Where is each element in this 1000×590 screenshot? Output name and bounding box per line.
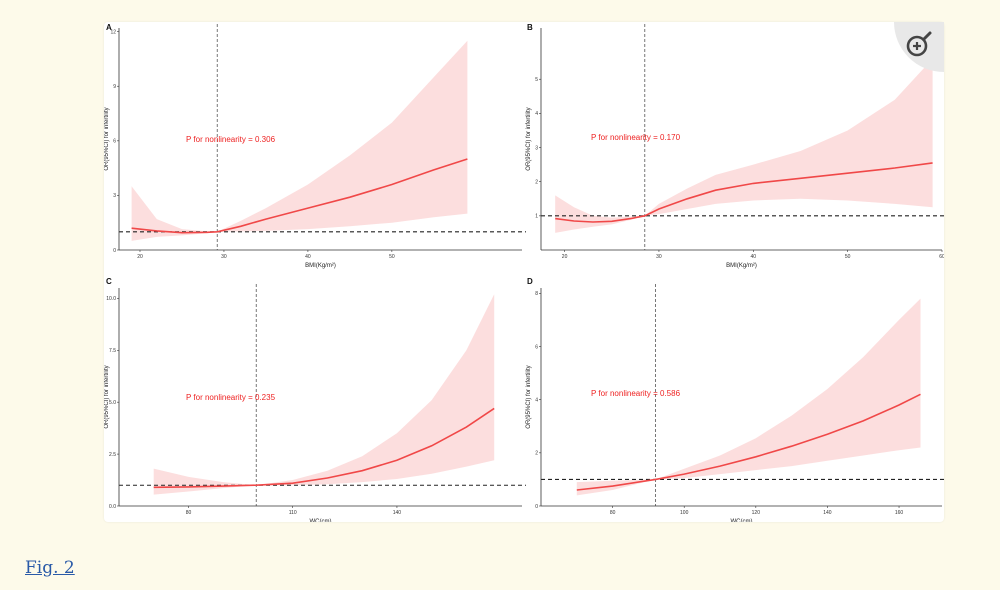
y-tick-label: 10.0 (106, 296, 116, 302)
x-tick-label: 160 (895, 510, 904, 516)
x-tick-label: 30 (656, 254, 662, 260)
figure-image: 20 30 40 50 0 3 6 9 12 BMI(Kg/m²) OR(95%CI) for in… (104, 22, 944, 522)
y-tick-label: 0.0 (109, 504, 116, 510)
y-axis-title: OR(95%CI) for infertility (104, 365, 110, 428)
x-axis-title: BMI(Kg/m²) (305, 263, 336, 269)
panel-label: B (527, 23, 533, 32)
y-tick-label: 9 (113, 84, 116, 90)
y-tick-label: 4 (535, 111, 538, 117)
y-tick-label: 6 (535, 344, 538, 350)
y-tick-label: 0 (113, 248, 116, 254)
panel-label: A (106, 23, 112, 32)
or-curve-d (576, 393, 921, 491)
y-axis-title: OR(95%CI) for infertility (526, 365, 532, 428)
panel-a: 20 30 40 50 0 3 6 9 12 BMI(Kg/m²) OR(95%CI) for in… (104, 23, 526, 269)
ci-band-a (131, 40, 468, 241)
ci-band-c (153, 294, 495, 495)
y-tick-label: 7.5 (109, 348, 116, 354)
x-tick-label: 20 (562, 254, 568, 260)
figure-link[interactable]: Fig. 2 (25, 558, 75, 578)
y-tick-label: 2.5 (109, 452, 116, 458)
ci-band-d (576, 298, 921, 496)
x-axis-title: BMI(Kg/m²) (726, 263, 757, 269)
panel-label: D (527, 277, 533, 286)
x-tick-label: 120 (752, 510, 761, 516)
y-tick-label: 5 (535, 77, 538, 83)
zoom-in-icon (906, 31, 932, 57)
panel-label: C (106, 277, 112, 286)
x-tick-label: 140 (823, 510, 832, 516)
x-axis-title: WC(cm) (310, 519, 332, 522)
panel-d: 80 100 120 140 160 0 2 4 6 8 WC(cm) OR(95%CI) for i… (526, 277, 944, 522)
x-tick-label: 80 (610, 510, 616, 516)
or-curve-a (131, 158, 468, 234)
ci-band-b (555, 58, 933, 233)
y-tick-label: 3 (535, 145, 538, 151)
x-tick-label: 110 (289, 510, 297, 516)
x-tick-label: 20 (137, 254, 143, 260)
nonlinearity-annotation: P for nonlinearity = 0.306 (186, 135, 276, 144)
or-curve-b (555, 162, 933, 223)
y-tick-label: 8 (535, 291, 538, 297)
y-tick-label: 0 (535, 504, 538, 510)
x-tick-label: 60 (939, 254, 944, 260)
y-tick-label: 2 (535, 451, 538, 457)
x-tick-label: 80 (186, 510, 192, 516)
y-tick-label: 6 (113, 139, 116, 145)
nonlinearity-annotation: P for nonlinearity = 0.235 (186, 393, 276, 402)
y-axis-title: OR(95%CI) for infertility (104, 107, 110, 170)
x-tick-label: 100 (680, 510, 689, 516)
nonlinearity-annotation: P for nonlinearity = 0.170 (591, 133, 681, 142)
y-tick-label: 4 (535, 397, 538, 403)
or-curve-c (153, 407, 495, 489)
y-tick-label: 12 (110, 29, 116, 35)
y-tick-label: 2 (535, 179, 538, 185)
y-axis-title: OR(95%CI) for infertility (526, 107, 532, 170)
x-tick-label: 30 (221, 254, 227, 260)
y-tick-label: 3 (113, 193, 116, 199)
x-tick-label: 140 (393, 510, 402, 516)
x-tick-label: 40 (751, 254, 757, 260)
y-tick-label: 5.0 (109, 400, 116, 406)
nonlinearity-annotation: P for nonlinearity = 0.586 (591, 389, 681, 398)
x-tick-label: 40 (305, 254, 311, 260)
panel-b: 20 30 40 50 60 1 2 3 4 5 BMI(Kg/m²) OR(95%CI) for i… (526, 23, 944, 269)
y-tick-label: 1 (535, 214, 538, 220)
x-axis-title: WC(cm) (731, 519, 753, 522)
panel-c: 80 110 140 0.0 2.5 5.0 7.5 10.0 WC(cm) OR(95%CI) … (104, 277, 526, 522)
x-tick-label: 50 (845, 254, 851, 260)
x-tick-label: 50 (389, 254, 395, 260)
